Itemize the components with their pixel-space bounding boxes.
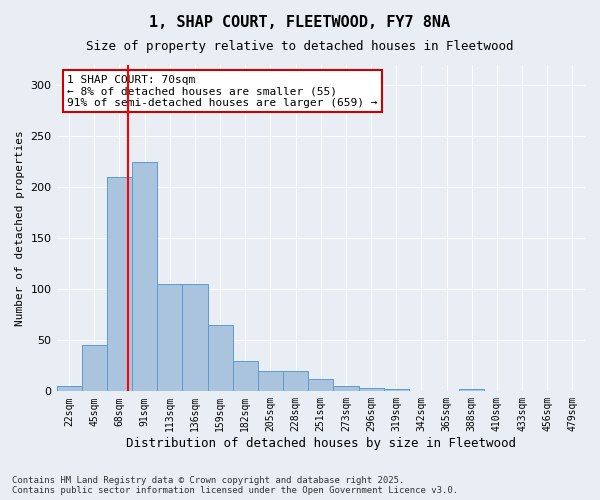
Bar	[459, 390, 484, 392]
Bar	[107, 177, 132, 392]
Text: Size of property relative to detached houses in Fleetwood: Size of property relative to detached ho…	[86, 40, 514, 53]
Bar	[157, 284, 182, 392]
Bar	[233, 360, 258, 392]
Bar	[334, 386, 359, 392]
Bar	[56, 386, 82, 392]
Text: Contains HM Land Registry data © Crown copyright and database right 2025.
Contai: Contains HM Land Registry data © Crown c…	[12, 476, 458, 495]
Bar	[308, 379, 334, 392]
Bar	[182, 284, 208, 392]
Bar	[82, 346, 107, 392]
Bar	[258, 371, 283, 392]
Text: 1 SHAP COURT: 70sqm
← 8% of detached houses are smaller (55)
91% of semi-detache: 1 SHAP COURT: 70sqm ← 8% of detached hou…	[67, 75, 377, 108]
Text: 1, SHAP COURT, FLEETWOOD, FY7 8NA: 1, SHAP COURT, FLEETWOOD, FY7 8NA	[149, 15, 451, 30]
Bar	[283, 371, 308, 392]
Bar	[132, 162, 157, 392]
Y-axis label: Number of detached properties: Number of detached properties	[15, 130, 25, 326]
X-axis label: Distribution of detached houses by size in Fleetwood: Distribution of detached houses by size …	[126, 437, 516, 450]
Bar	[208, 325, 233, 392]
Bar	[383, 390, 409, 392]
Bar	[359, 388, 383, 392]
